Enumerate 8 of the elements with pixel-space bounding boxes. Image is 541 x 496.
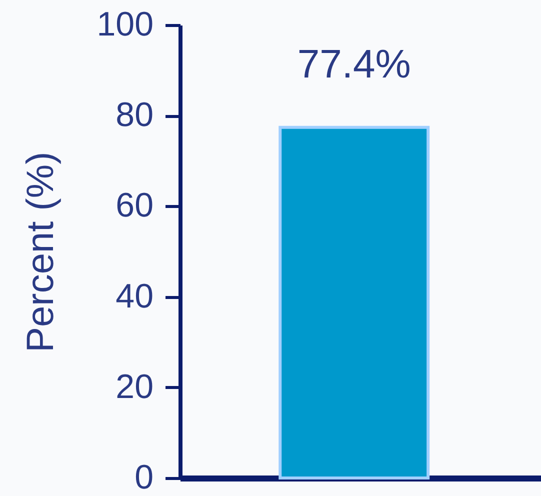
y-tick-label: 100: [96, 6, 154, 44]
data-label: 77.4%: [297, 42, 411, 86]
y-tick-label: 40: [116, 277, 154, 316]
y-tick-label: 80: [116, 96, 154, 134]
y-axis-title: Percent (%): [20, 152, 62, 352]
y-tick-label: 20: [116, 368, 154, 406]
y-tick-label: 0: [134, 458, 154, 496]
y-tick-label: 60: [116, 186, 154, 225]
